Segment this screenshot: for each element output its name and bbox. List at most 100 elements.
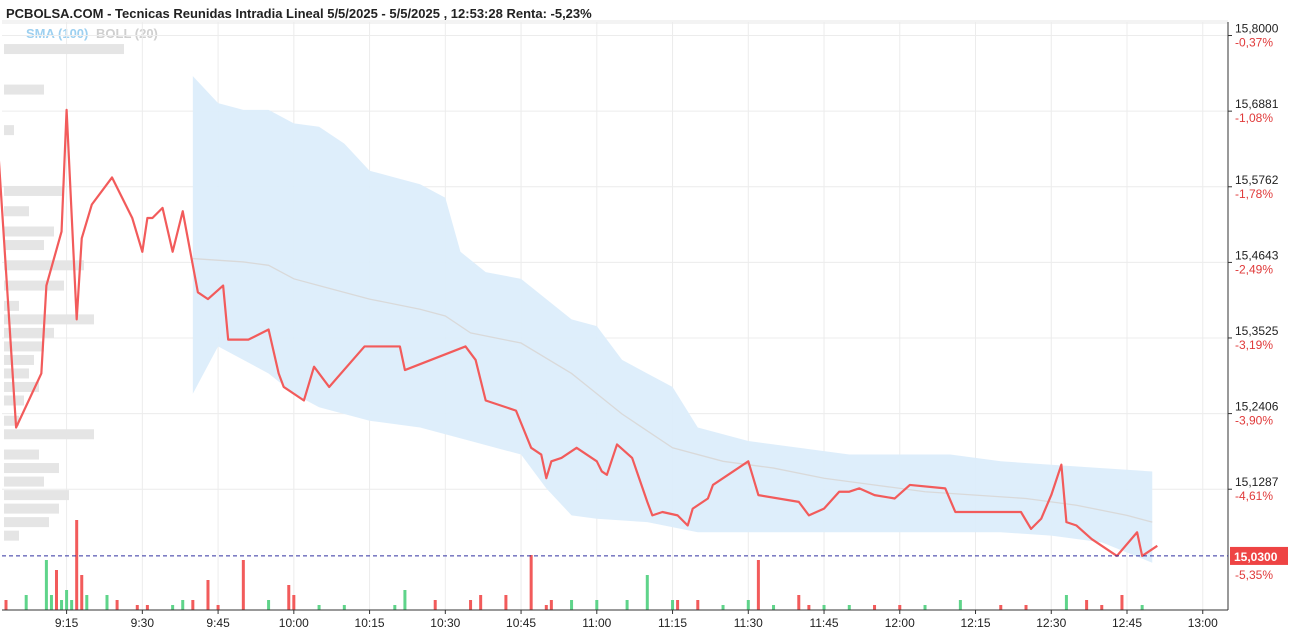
x-tick-label: 9:15 bbox=[55, 616, 79, 630]
volume-bar bbox=[958, 600, 962, 610]
volume-profile-bar bbox=[4, 206, 29, 217]
x-tick-label: 9:45 bbox=[206, 616, 230, 630]
volume-profile-bar bbox=[4, 368, 29, 379]
volume-bar bbox=[4, 600, 8, 610]
bollinger-band-area bbox=[192, 76, 1153, 563]
x-tick-label: 11:30 bbox=[734, 616, 763, 630]
volume-profile-bar bbox=[4, 429, 94, 440]
volume-profile-bar bbox=[4, 341, 44, 352]
volume-profile-bar bbox=[4, 381, 39, 392]
volume-bar bbox=[469, 600, 473, 610]
volume-bar bbox=[676, 600, 680, 610]
y-tick-pct-label: -1,78% bbox=[1235, 187, 1273, 201]
volume-bar bbox=[267, 600, 271, 610]
volume-bar bbox=[822, 605, 826, 610]
volume-bar bbox=[1024, 605, 1028, 610]
y-tick-pct-label: -3,19% bbox=[1235, 338, 1273, 352]
volume-bar bbox=[999, 605, 1003, 610]
volume-profile-bar bbox=[4, 503, 59, 514]
volume-profile-bar bbox=[4, 517, 49, 528]
volume-bar bbox=[85, 595, 89, 610]
x-tick-label: 10:00 bbox=[279, 616, 309, 630]
volume-profile-bar bbox=[4, 240, 44, 251]
bollinger-band bbox=[192, 76, 1153, 563]
volume-profile-bar bbox=[4, 185, 64, 196]
volume-bar bbox=[80, 575, 84, 610]
volume-bar bbox=[746, 600, 750, 610]
volume-bar bbox=[241, 560, 245, 610]
volume-bar bbox=[105, 595, 109, 610]
y-tick-pct-label: -2,49% bbox=[1235, 262, 1273, 276]
volume-profile bbox=[4, 44, 124, 541]
volume-bar bbox=[49, 595, 53, 610]
volume-bar bbox=[145, 605, 149, 610]
volume-bar bbox=[797, 595, 801, 610]
volume-bar bbox=[544, 605, 548, 610]
x-tick-label: 10:15 bbox=[355, 616, 385, 630]
volume-profile-bar bbox=[4, 226, 54, 237]
volume-profile-bar bbox=[4, 415, 19, 426]
x-tick-label: 11:45 bbox=[809, 616, 838, 630]
volume-bar bbox=[216, 605, 220, 610]
volume-bar bbox=[292, 595, 296, 610]
volume-bar bbox=[181, 600, 185, 610]
volume-bar bbox=[70, 600, 74, 610]
last-price-label: 15,0300 bbox=[1234, 550, 1278, 564]
indicator-sma-label[interactable]: SMA (100) bbox=[26, 26, 89, 41]
volume-bar bbox=[570, 600, 574, 610]
volume-bar bbox=[504, 595, 508, 610]
volume-bar bbox=[479, 595, 483, 610]
volume-profile-bar bbox=[4, 530, 19, 541]
x-tick-label: 11:00 bbox=[582, 616, 611, 630]
volume-profile-bar bbox=[4, 476, 44, 487]
y-tick-pct-label: -1,08% bbox=[1235, 111, 1273, 125]
volume-bar bbox=[115, 600, 119, 610]
volume-bar bbox=[625, 600, 629, 610]
volume-profile-bar bbox=[4, 280, 64, 291]
volume-profile-bar bbox=[4, 490, 69, 501]
volume-bar bbox=[645, 575, 649, 610]
volume-bar bbox=[206, 580, 210, 610]
y-tick-price-label: 15,6881 bbox=[1235, 97, 1279, 111]
x-tick-label: 10:45 bbox=[506, 616, 536, 630]
volume-bar bbox=[772, 605, 776, 610]
price-series-line bbox=[0, 108, 1158, 558]
last-price-pct-label: -5,35% bbox=[1235, 568, 1273, 582]
y-tick-price-label: 15,1287 bbox=[1235, 475, 1279, 489]
x-tick-label: 12:45 bbox=[1112, 616, 1142, 630]
volume-profile-bar bbox=[4, 327, 54, 338]
volume-bar bbox=[60, 600, 64, 610]
volume-bar bbox=[671, 600, 675, 610]
y-tick-price-label: 15,3525 bbox=[1235, 324, 1279, 338]
volume-bar bbox=[595, 600, 599, 610]
volume-profile-bar bbox=[4, 84, 44, 95]
price-line bbox=[0, 108, 1158, 558]
volume-bar bbox=[1085, 600, 1089, 610]
volume-bar bbox=[898, 605, 902, 610]
volume-bar bbox=[1140, 605, 1144, 610]
volume-bar bbox=[317, 605, 321, 610]
volume-bar bbox=[171, 605, 175, 610]
volume-profile-bar bbox=[4, 300, 19, 311]
chart-title: PCBOLSA.COM - Tecnicas Reunidas Intradia… bbox=[6, 6, 592, 21]
y-tick-price-label: 15,4643 bbox=[1235, 248, 1279, 262]
volume-bar bbox=[721, 605, 725, 610]
x-tick-label: 12:30 bbox=[1036, 616, 1066, 630]
volume-bar bbox=[549, 600, 553, 610]
volume-profile-bar bbox=[4, 449, 39, 460]
x-tick-label: 12:15 bbox=[961, 616, 991, 630]
volume-bar bbox=[65, 590, 69, 610]
title-bar-strip bbox=[2, 20, 1228, 24]
volume-bar bbox=[756, 560, 760, 610]
y-tick-pct-label: -4,61% bbox=[1235, 489, 1273, 503]
y-tick-price-label: 15,8000 bbox=[1235, 22, 1279, 36]
volume-bar bbox=[433, 600, 437, 610]
volume-bar bbox=[403, 590, 407, 610]
volume-bar bbox=[847, 605, 851, 610]
x-tick-label: 10:30 bbox=[430, 616, 460, 630]
x-tick-label: 12:00 bbox=[885, 616, 915, 630]
sma-line bbox=[192, 257, 1153, 523]
volume-bar bbox=[1064, 595, 1068, 610]
volume-bar bbox=[923, 605, 927, 610]
